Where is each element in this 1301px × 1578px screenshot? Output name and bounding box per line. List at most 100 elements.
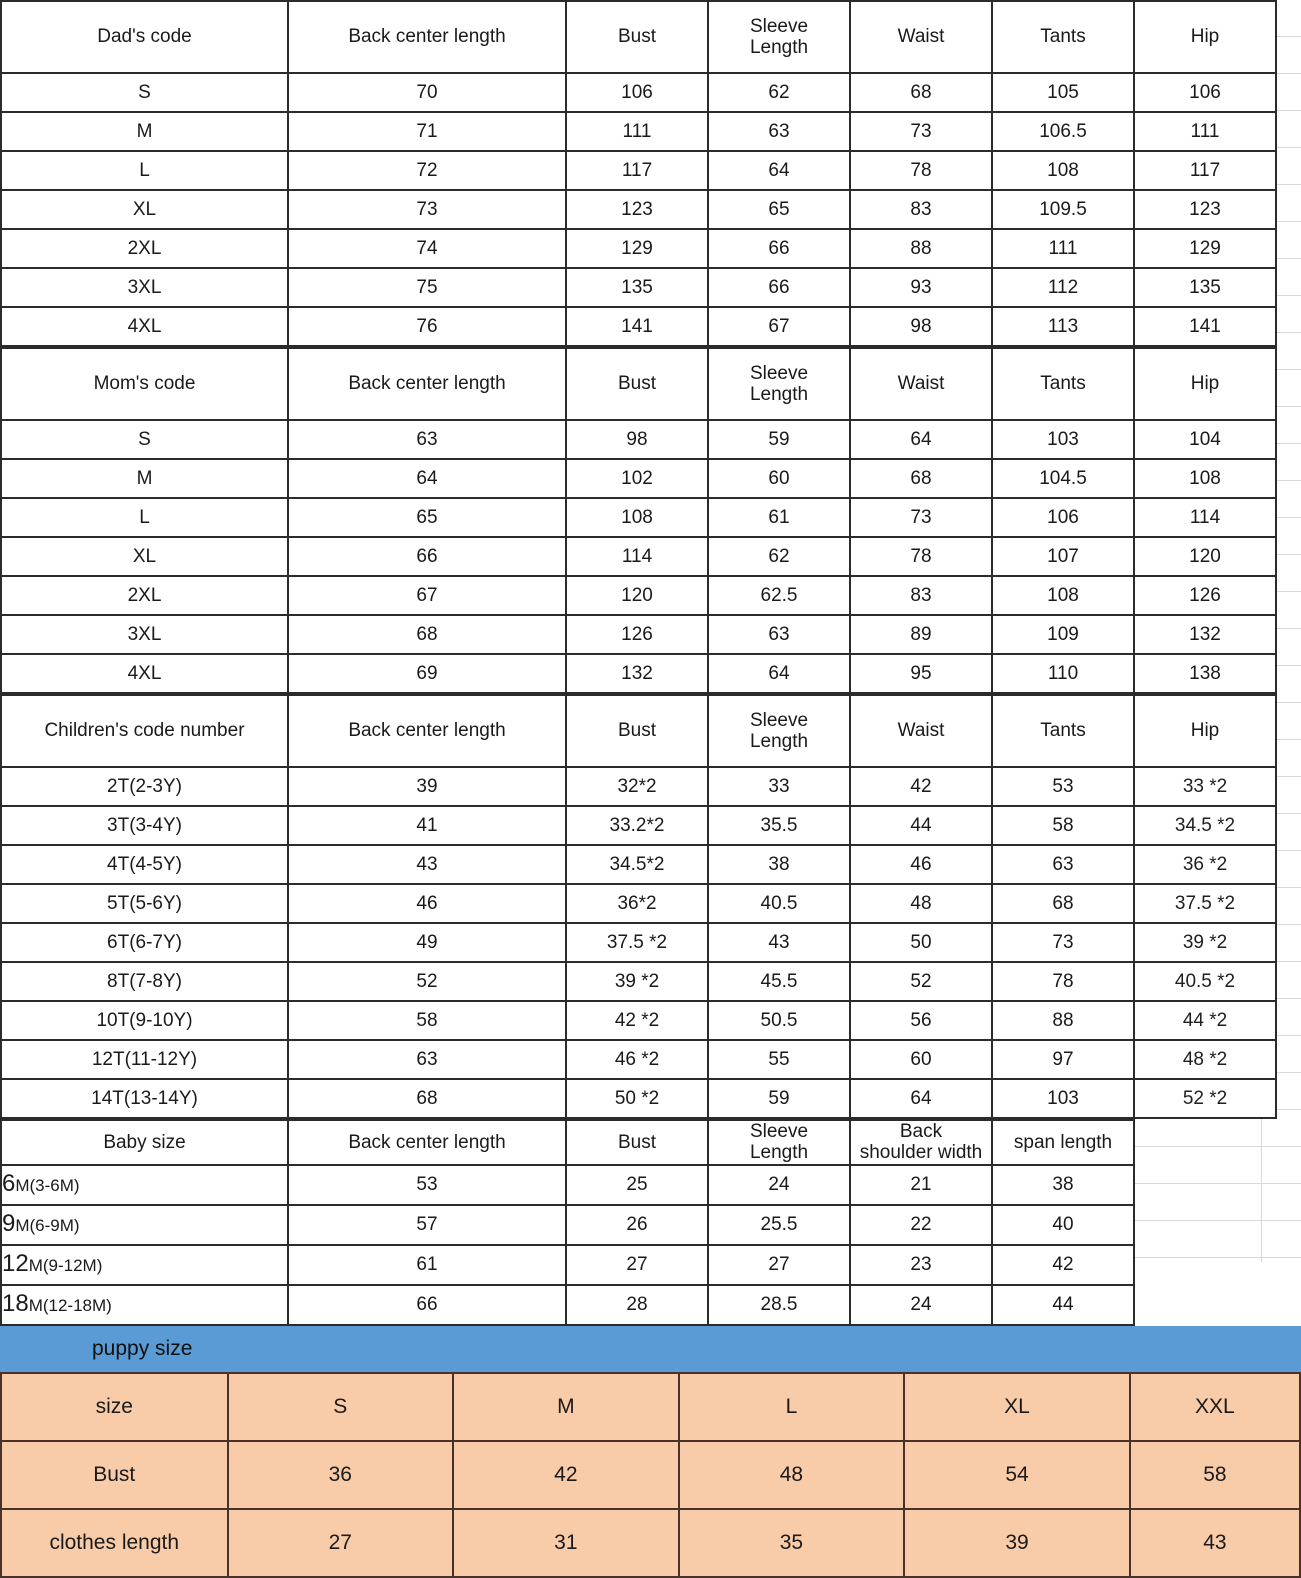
cell-sleeve-length: 43 bbox=[707, 922, 851, 963]
table-row: XL 73 123 65 83 109.5 123 bbox=[0, 189, 1277, 230]
cell-back-center-length: 69 bbox=[287, 653, 567, 694]
puppy-header-m: M bbox=[452, 1371, 680, 1442]
cell-bust: 39 *2 bbox=[565, 961, 709, 1002]
cell-size: 2XL bbox=[0, 575, 289, 616]
baby-header-back-center-length: Back center length bbox=[287, 1119, 567, 1166]
children-header-sleeve-length: Sleeve Length bbox=[707, 694, 851, 768]
cell-measure-label: Bust bbox=[0, 1439, 229, 1510]
cell-waist: 52 bbox=[849, 961, 993, 1002]
sleeve-line1: Sleeve bbox=[749, 1121, 809, 1142]
moms-header-code: Mom's code bbox=[0, 347, 289, 421]
cell-xl: 39 bbox=[903, 1507, 1131, 1578]
moms-size-table: Mom's code Back center length Bust Sleev… bbox=[0, 347, 1277, 694]
table-row: 3XL 75 135 66 93 112 135 bbox=[0, 267, 1277, 308]
cell-back-center-length: 76 bbox=[287, 306, 567, 347]
cell-waist: 98 bbox=[849, 306, 993, 347]
cell-bust: 114 bbox=[565, 536, 709, 577]
cell-back-center-length: 66 bbox=[287, 536, 567, 577]
table-row: 3T(3-4Y) 41 33.2*2 35.5 44 58 34.5 *2 bbox=[0, 805, 1277, 846]
cell-hip: 40.5 *2 bbox=[1133, 961, 1277, 1002]
cell-span-length: 44 bbox=[991, 1283, 1135, 1326]
cell-waist: 42 bbox=[849, 766, 993, 807]
cell-bust: 129 bbox=[565, 228, 709, 269]
cell-sleeve-length: 59 bbox=[707, 419, 851, 460]
cell-waist: 78 bbox=[849, 536, 993, 577]
cell-bust: 117 bbox=[565, 150, 709, 191]
cell-back-center-length: 58 bbox=[287, 1000, 567, 1041]
cell-sleeve-length: 65 bbox=[707, 189, 851, 230]
moms-header-bust: Bust bbox=[565, 347, 709, 421]
cell-sleeve-length: 50.5 bbox=[707, 1000, 851, 1041]
baby-size-range: M(12-18M) bbox=[28, 1296, 112, 1316]
moms-header-sleeve-length: Sleeve Length bbox=[707, 347, 851, 421]
puppy-size-table: size S M L XL XXL Bust 36 42 48 54 58 cl… bbox=[0, 1371, 1301, 1578]
children-header-tants: Tants bbox=[991, 694, 1135, 768]
table-row: S 63 98 59 64 103 104 bbox=[0, 419, 1277, 460]
cell-size: 5T(5-6Y) bbox=[0, 883, 289, 924]
dads-size-table: Dad's code Back center length Bust Sleev… bbox=[0, 0, 1277, 347]
cell-back-shoulder-width: 24 bbox=[849, 1283, 993, 1326]
cell-back-center-length: 68 bbox=[287, 614, 567, 655]
table-row: clothes length 27 31 35 39 43 bbox=[0, 1507, 1301, 1578]
cell-hip: 135 bbox=[1133, 267, 1277, 308]
cell-size: 2XL bbox=[0, 228, 289, 269]
cell-back-center-length: 39 bbox=[287, 766, 567, 807]
puppy-header-s: S bbox=[226, 1371, 455, 1442]
cell-size: 14T(13-14Y) bbox=[0, 1078, 289, 1119]
table-row: 3XL 68 126 63 89 109 132 bbox=[0, 614, 1277, 655]
cell-tants: 68 bbox=[991, 883, 1135, 924]
cell-sleeve-length: 62.5 bbox=[707, 575, 851, 616]
puppy-size-banner-label: puppy size bbox=[92, 1336, 193, 1360]
baby-size-number: 9 bbox=[2, 1210, 16, 1238]
cell-tants: 109.5 bbox=[991, 189, 1135, 230]
cell-waist: 50 bbox=[849, 922, 993, 963]
cell-tants: 111 bbox=[991, 228, 1135, 269]
sleeve-line2: Length bbox=[749, 37, 809, 58]
cell-sleeve-length: 64 bbox=[707, 150, 851, 191]
dads-header-back-center-length: Back center length bbox=[287, 0, 567, 74]
dads-header-hip: Hip bbox=[1133, 0, 1277, 74]
cell-bust: 33.2*2 bbox=[565, 805, 709, 846]
cell-back-center-length: 72 bbox=[287, 150, 567, 191]
cell-l: 35 bbox=[677, 1507, 906, 1578]
cell-waist: 83 bbox=[849, 575, 993, 616]
sleeve-line2: Length bbox=[749, 384, 809, 405]
baby-header-back-shoulder-width: Back shoulder width bbox=[849, 1119, 993, 1166]
cell-s: 36 bbox=[226, 1439, 455, 1510]
cell-sleeve-length: 55 bbox=[707, 1039, 851, 1080]
cell-bust: 26 bbox=[565, 1203, 709, 1246]
cell-bust: 27 bbox=[565, 1243, 709, 1286]
sleeve-line1: Sleeve bbox=[749, 15, 809, 37]
cell-m: 31 bbox=[452, 1507, 680, 1578]
cell-hip: 39 *2 bbox=[1133, 922, 1277, 963]
cell-back-center-length: 70 bbox=[287, 72, 567, 113]
cell-waist: 89 bbox=[849, 614, 993, 655]
cell-sleeve-length: 33 bbox=[707, 766, 851, 807]
cell-bust: 106 bbox=[565, 72, 709, 113]
baby-size-table: Baby size Back center length Bust Sleeve… bbox=[0, 1119, 1135, 1326]
cell-tants: 107 bbox=[991, 536, 1135, 577]
shoulder-line2: shoulder width bbox=[859, 1142, 983, 1164]
cell-hip: 117 bbox=[1133, 150, 1277, 191]
cell-waist: 56 bbox=[849, 1000, 993, 1041]
cell-hip: 52 *2 bbox=[1133, 1078, 1277, 1119]
cell-sleeve-length: 28.5 bbox=[707, 1283, 851, 1326]
cell-back-shoulder-width: 22 bbox=[849, 1203, 993, 1246]
cell-back-center-length: 63 bbox=[287, 1039, 567, 1080]
shoulder-line1: Back bbox=[899, 1121, 943, 1142]
cell-back-center-length: 68 bbox=[287, 1078, 567, 1119]
cell-hip: 48 *2 bbox=[1133, 1039, 1277, 1080]
puppy-header-row: size S M L XL XXL bbox=[0, 1371, 1301, 1442]
cell-sleeve-length: 40.5 bbox=[707, 883, 851, 924]
cell-tants: 106 bbox=[991, 497, 1135, 538]
cell-bust: 111 bbox=[565, 111, 709, 152]
cell-bust: 98 bbox=[565, 419, 709, 460]
cell-back-center-length: 73 bbox=[287, 189, 567, 230]
cell-tants: 58 bbox=[991, 805, 1135, 846]
baby-size-range: M(9-12M) bbox=[28, 1256, 103, 1276]
cell-tants: 88 bbox=[991, 1000, 1135, 1041]
cell-back-center-length: 52 bbox=[287, 961, 567, 1002]
cell-size: 4T(4-5Y) bbox=[0, 844, 289, 885]
table-row: 9M(6-9M) 57 26 25.5 22 40 bbox=[0, 1203, 1135, 1246]
